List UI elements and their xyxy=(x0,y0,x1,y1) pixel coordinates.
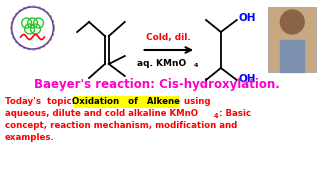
Text: Oxidation   of   Alkene: Oxidation of Alkene xyxy=(72,96,180,105)
Text: Cold, dil.: Cold, dil. xyxy=(146,33,191,42)
Text: 4: 4 xyxy=(214,112,219,118)
Text: concept, reaction mechanism, modification and: concept, reaction mechanism, modificatio… xyxy=(5,120,237,129)
Text: Today's  topic:: Today's topic: xyxy=(5,96,75,105)
Text: : Basic: : Basic xyxy=(219,109,251,118)
FancyBboxPatch shape xyxy=(74,96,179,107)
Text: aq. KMnO: aq. KMnO xyxy=(137,58,186,68)
Circle shape xyxy=(12,7,53,49)
FancyBboxPatch shape xyxy=(268,7,316,72)
Text: aqueous, dilute and cold alkaline KMnO: aqueous, dilute and cold alkaline KMnO xyxy=(5,109,198,118)
Text: examples.: examples. xyxy=(5,132,55,141)
Text: 4: 4 xyxy=(194,63,198,68)
Circle shape xyxy=(280,10,304,34)
Text: using: using xyxy=(181,96,211,105)
Text: OH: OH xyxy=(239,74,256,84)
Text: OH: OH xyxy=(239,13,256,23)
Text: Baeyer's reaction: Cis-hydroxylation.: Baeyer's reaction: Cis-hydroxylation. xyxy=(34,78,279,91)
